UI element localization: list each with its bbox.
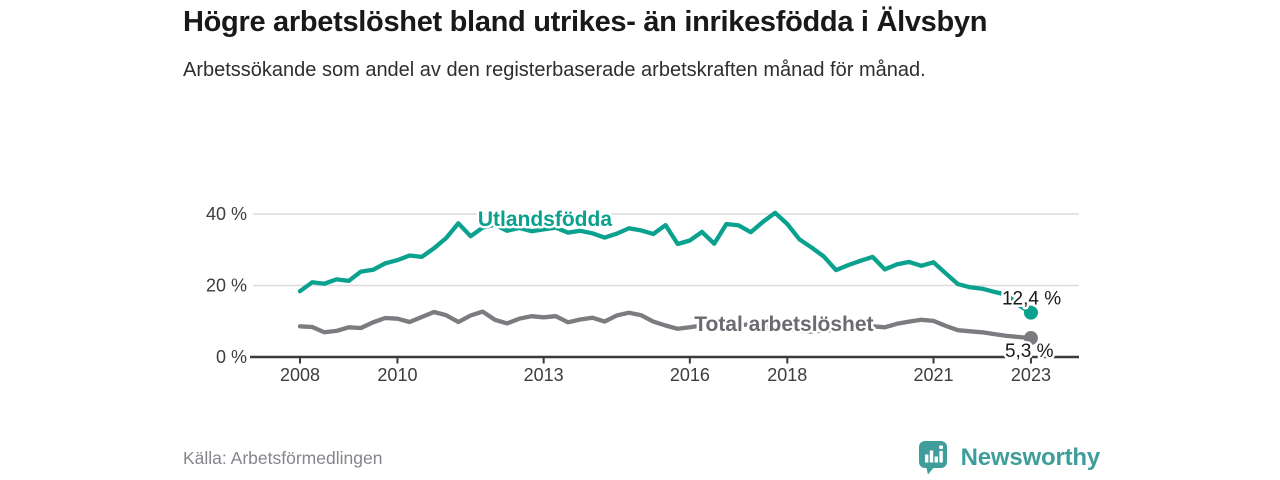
series-end-value-label: 5,3 % [1005, 341, 1054, 362]
header: Högre arbetslöshet bland utrikes- än inr… [183, 4, 1083, 85]
series-end-dot [1023, 331, 1038, 346]
x-tick-label: 2018 [767, 365, 807, 385]
series-label-total: Total arbetslöshet [694, 313, 873, 336]
series-line-utlandsf-dda [297, 210, 1034, 315]
series-line-total-arbetsl-shet [297, 309, 1034, 341]
x-tick-label: 2013 [524, 365, 564, 385]
y-tick-label: 20 % [206, 276, 247, 296]
x-tick-label: 2023 [1011, 365, 1051, 385]
y-tick-label: 0 % [216, 347, 247, 367]
source-label: Källa: Arbetsförmedlingen [183, 447, 383, 468]
x-tick-label: 2021 [913, 365, 953, 385]
series-end-value-label: 12,4 % [1002, 289, 1061, 310]
x-tick-label: 2008 [280, 365, 320, 385]
y-tick-label: 40 % [206, 204, 247, 224]
page-title: Högre arbetslöshet bland utrikes- än inr… [183, 6, 988, 38]
x-tick-label: 2016 [670, 365, 710, 385]
bar-chart-bubble-icon [918, 441, 947, 475]
newsworthy-wordmark: Newsworthy [960, 444, 1101, 471]
newsworthy-logo[interactable]: Newsworthy [915, 440, 1100, 476]
chart-subtitle: Arbetssökande som andel av den registerb… [183, 58, 926, 81]
series-label-utlandsfodda: Utlandsfödda [478, 208, 612, 231]
footer: Källa: Arbetsförmedlingen Newsworthy [0, 438, 1280, 478]
series-end-dot [1023, 305, 1038, 320]
x-tick-label: 2010 [377, 365, 417, 385]
